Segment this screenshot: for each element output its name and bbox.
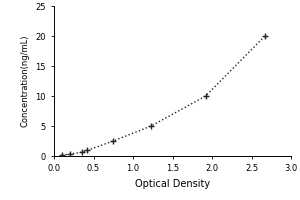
Y-axis label: Concentration(ng/mL): Concentration(ng/mL) — [21, 35, 30, 127]
X-axis label: Optical Density: Optical Density — [135, 179, 210, 189]
